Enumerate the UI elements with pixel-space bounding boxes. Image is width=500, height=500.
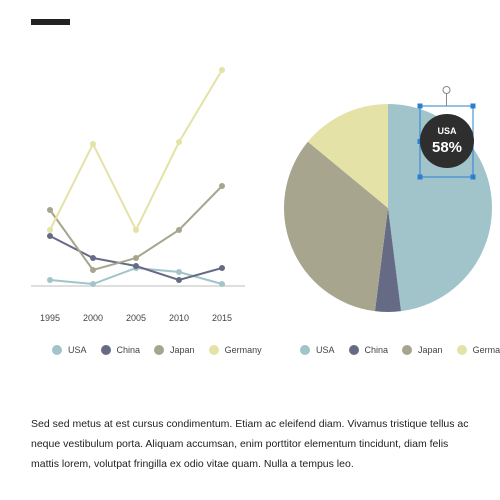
legend-swatch-usa: [52, 345, 62, 355]
data-point-germany: [219, 67, 225, 73]
callout-value: 58%: [432, 139, 462, 156]
resize-handle[interactable]: [417, 103, 423, 109]
callout-bubble: [420, 114, 474, 168]
data-point-germany: [90, 141, 96, 147]
data-point-japan: [47, 207, 53, 213]
pie-legend-item-usa[interactable]: USA: [300, 345, 335, 355]
pie-legend-item-china[interactable]: China: [348, 345, 389, 355]
x-tick-label: 2005: [126, 313, 146, 323]
data-point-china: [133, 263, 139, 269]
body-paragraph: Sed sed metus at est cursus condimentum.…: [31, 417, 469, 470]
pie-slice-japan: [284, 141, 388, 312]
series-line-germany: [49, 69, 223, 233]
legend-item-germany[interactable]: Germany: [208, 345, 262, 355]
legend-item-usa[interactable]: USA: [52, 345, 87, 355]
resize-handle[interactable]: [470, 174, 476, 180]
resize-handle[interactable]: [417, 139, 423, 144]
pie-legend-label-germany: Germany: [472, 345, 500, 355]
resize-handle[interactable]: [417, 174, 423, 180]
resize-handle[interactable]: [470, 103, 476, 109]
pie-legend-label-usa: USA: [316, 345, 335, 355]
x-tick-label: 1995: [40, 313, 60, 323]
line-chart: 1995 2000 2005 2010 2015: [31, 67, 245, 323]
data-point-germany: [176, 139, 182, 145]
data-point-germany: [133, 227, 139, 233]
data-point-germany: [47, 227, 53, 233]
legend-swatch-japan: [154, 345, 165, 355]
data-point-china: [176, 277, 182, 283]
pie-legend-label-japan: Japan: [418, 345, 443, 355]
title-bar: [31, 19, 70, 25]
data-point-usa: [47, 277, 53, 283]
legend-item-china[interactable]: China: [100, 345, 141, 355]
data-point-china: [90, 255, 96, 261]
data-point-china: [47, 233, 53, 239]
pie-legend-swatch-usa: [300, 345, 310, 355]
pie-legend-swatch-china: [348, 345, 359, 355]
pie-slice-china: [374, 208, 402, 312]
legend-label-japan: Japan: [170, 345, 195, 355]
data-point-usa: [176, 269, 182, 275]
pie-chart: USA 58%: [284, 86, 493, 312]
pie-legend-swatch-germany: [456, 345, 467, 355]
callout-label: USA: [437, 126, 457, 136]
legend-swatch-germany: [208, 345, 219, 355]
data-point-china: [219, 265, 225, 271]
data-point-usa: [90, 281, 96, 287]
data-point-japan: [219, 183, 225, 189]
rotate-handle[interactable]: [442, 86, 451, 94]
pie-legend-label-china: China: [364, 345, 389, 355]
x-tick-label: 2010: [169, 313, 189, 323]
data-point-japan: [90, 267, 96, 273]
line-chart-legend: USA China Japan Germany: [52, 345, 276, 355]
pie-legend-item-germany[interactable]: Germany: [456, 345, 500, 355]
data-point-usa: [219, 281, 225, 287]
pie-chart-legend: USA China Japan Germany: [300, 345, 500, 355]
data-point-japan: [133, 255, 139, 261]
pie-legend-swatch-japan: [402, 345, 413, 355]
legend-label-china: China: [116, 345, 141, 355]
pie-legend-item-japan[interactable]: Japan: [402, 345, 443, 355]
legend-item-japan[interactable]: Japan: [154, 345, 195, 355]
legend-label-usa: USA: [68, 345, 87, 355]
pie-slice-germany: [307, 104, 388, 208]
data-point-japan: [176, 227, 182, 233]
x-tick-label: 2015: [212, 313, 232, 323]
legend-label-germany: Germany: [224, 345, 262, 355]
legend-swatch-china: [100, 345, 111, 355]
x-tick-label: 2000: [83, 313, 103, 323]
